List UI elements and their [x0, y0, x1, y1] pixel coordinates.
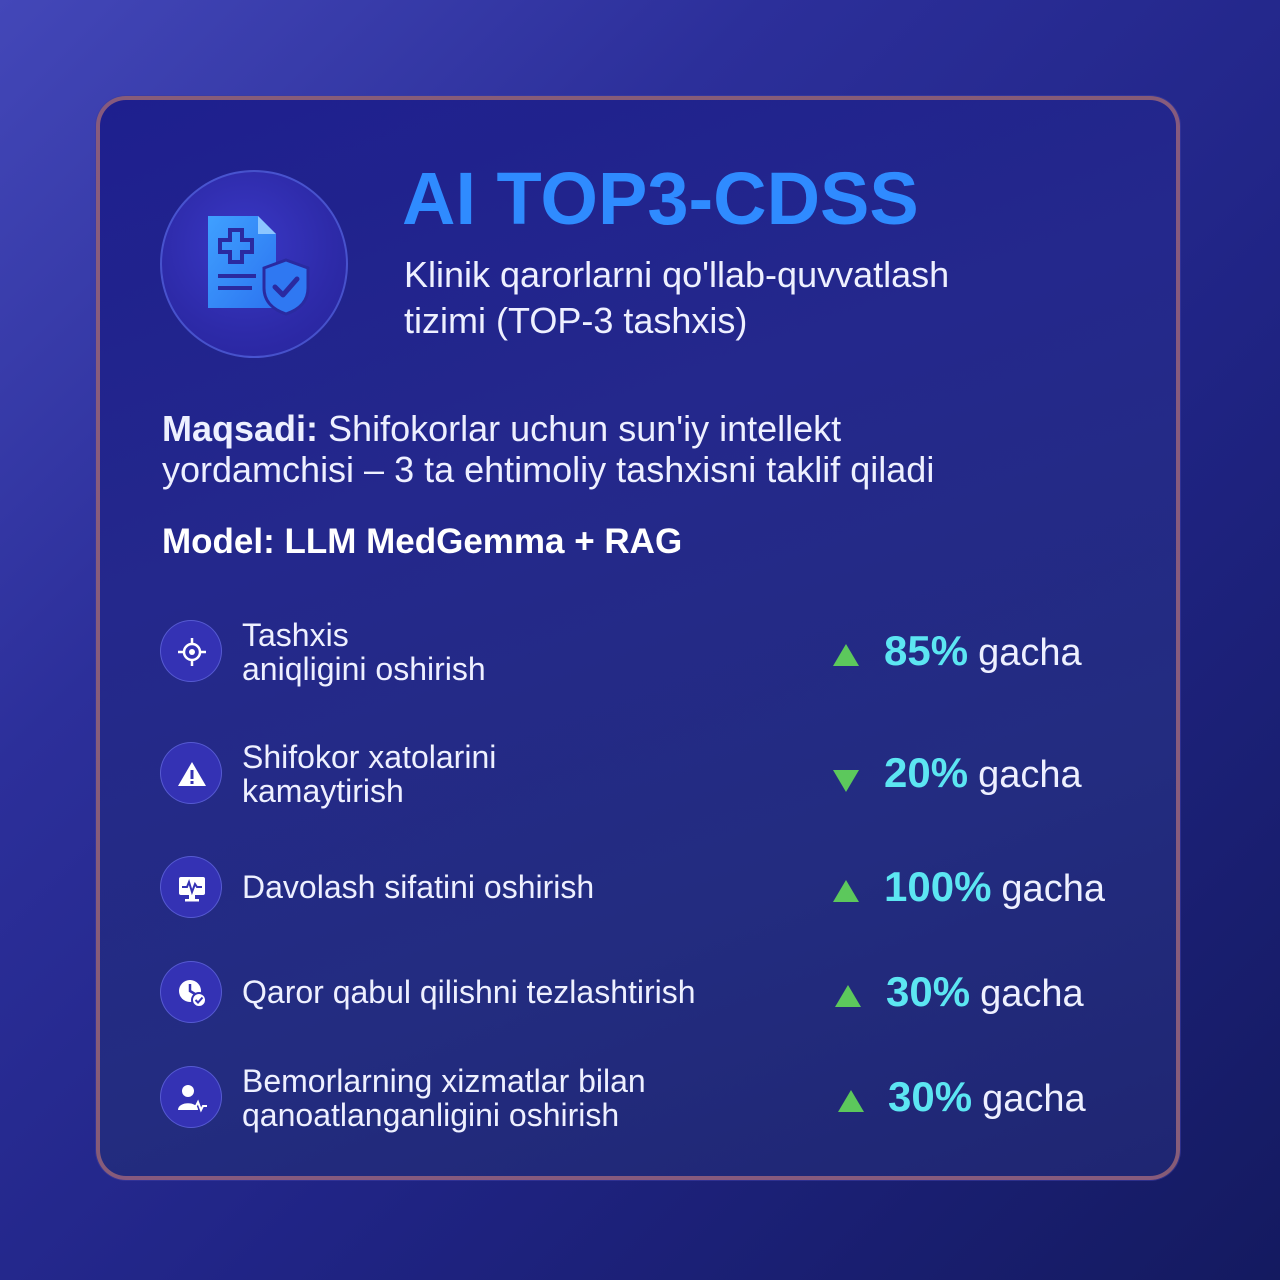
- metric-label: Qaror qabul qilishni tezlashtirish: [242, 975, 696, 1009]
- metric-suffix: gacha: [978, 754, 1082, 796]
- metric-suffix: gacha: [978, 632, 1082, 674]
- metric-label: Bemorlarning xizmatlar bilan qanoatlanga…: [242, 1064, 646, 1132]
- metric-label-line-1: Davolash sifatini oshirish: [242, 869, 595, 905]
- heart-monitor-icon: [179, 877, 205, 902]
- subtitle-line-2: tizimi (TOP-3 tashxis): [404, 300, 748, 341]
- metric-label-line-2: qanoatlanganligini oshirish: [242, 1097, 620, 1133]
- metric-value: 85% gacha: [884, 627, 1082, 675]
- metric-row: Tashxis aniqligini oshirish 85% gacha: [160, 618, 1140, 690]
- page-subtitle: Klinik qarorlarni qo'llab-quvvatlash tiz…: [404, 252, 1104, 344]
- metric-icon-badge: [160, 742, 222, 804]
- metric-label-line-1: Bemorlarning xizmatlar bilan: [242, 1063, 646, 1099]
- metric-suffix: gacha: [980, 973, 1084, 1015]
- arrow-up-icon: [833, 644, 859, 666]
- arrow-up-icon: [835, 985, 861, 1007]
- goal-section: Maqsadi: Shifokorlar uchun sun'iy intell…: [162, 408, 1122, 490]
- metric-value: 20% gacha: [884, 749, 1082, 797]
- target-icon: [178, 638, 206, 666]
- subtitle-line-1: Klinik qarorlarni qo'llab-quvvatlash: [404, 254, 950, 295]
- goal-text-line-2: yordamchisi – 3 ta ehtimoliy tashxisni t…: [162, 449, 935, 490]
- warning-icon: [178, 762, 206, 786]
- patient-pulse-icon: [178, 1085, 207, 1113]
- metric-label-line-1: Tashxis: [242, 617, 349, 653]
- metric-percent: 30%: [886, 968, 971, 1015]
- metric-label: Shifokor xatolarini kamaytirish: [242, 740, 496, 808]
- goal-text-line-1: Shifokorlar uchun sun'iy intellekt: [328, 408, 842, 449]
- arrow-up-icon: [833, 880, 859, 902]
- clock-check-icon: [179, 980, 207, 1008]
- metric-value: 100% gacha: [884, 863, 1105, 911]
- metric-value: 30% gacha: [888, 1073, 1086, 1121]
- metric-row: Qaror qabul qilishni tezlashtirish 30% ga…: [160, 961, 1140, 1031]
- metric-suffix: gacha: [982, 1078, 1086, 1120]
- metric-percent: 85%: [884, 627, 969, 674]
- metric-suffix: gacha: [1001, 868, 1105, 910]
- metric-percent: 30%: [888, 1073, 973, 1120]
- arrow-up-icon: [838, 1090, 864, 1112]
- metric-label-line-1: Qaror qabul qilishni tezlashtirish: [242, 974, 696, 1010]
- model-line: Model: LLM MedGemma + RAG: [162, 522, 683, 561]
- metric-label-line-2: aniqligini oshirish: [242, 651, 486, 687]
- medical-document-shield-icon: [208, 216, 310, 316]
- metric-icon-badge: [160, 1066, 222, 1128]
- metric-percent: 20%: [884, 749, 969, 796]
- metric-row: Davolash sifatini oshirish 100% gacha: [160, 856, 1140, 926]
- metric-icon-badge: [160, 961, 222, 1023]
- metric-label: Tashxis aniqligini oshirish: [242, 618, 486, 686]
- metric-value: 30% gacha: [886, 968, 1084, 1016]
- arrow-down-icon: [833, 770, 859, 792]
- metric-label-line-1: Shifokor xatolarini: [242, 739, 497, 775]
- metric-row: Bemorlarning xizmatlar bilan qanoatlanga…: [160, 1064, 1140, 1136]
- metric-icon-badge: [160, 620, 222, 682]
- goal-label: Maqsadi:: [162, 408, 319, 449]
- metric-label: Davolash sifatini oshirish: [242, 870, 594, 904]
- metric-label-line-2: kamaytirish: [242, 773, 404, 809]
- metric-icon-badge: [160, 856, 222, 918]
- page-title: AI TOP3-CDSS: [402, 157, 919, 240]
- metric-percent: 100%: [884, 863, 992, 910]
- logo-badge: [160, 170, 348, 358]
- metric-row: Shifokor xatolarini kamaytirish 20% gacha: [160, 740, 1140, 812]
